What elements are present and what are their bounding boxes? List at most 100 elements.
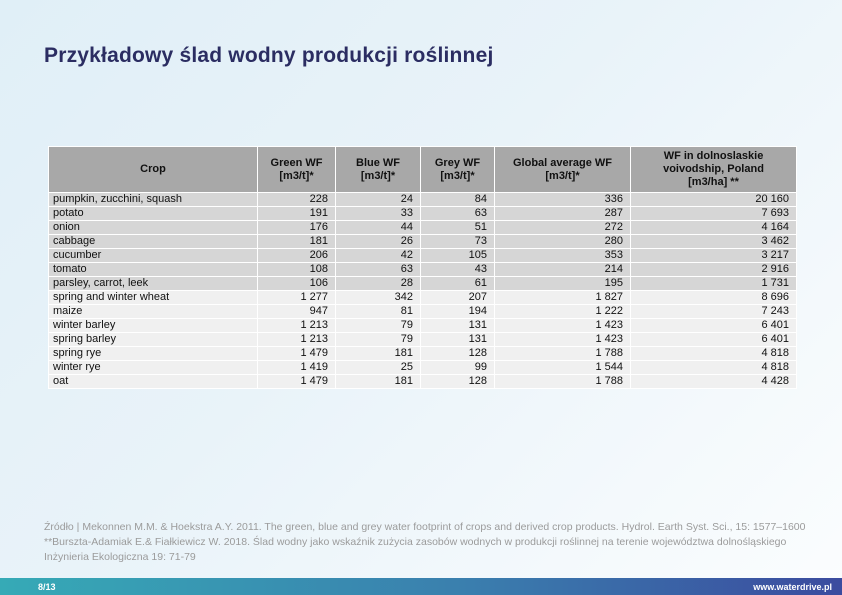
table-row: maize 947 81 194 1 222 7 243 xyxy=(48,304,797,319)
value-cell: 336 xyxy=(494,192,631,207)
value-cell: 43 xyxy=(420,262,495,277)
table-row: spring barley 1 213 79 131 1 423 6 401 xyxy=(48,332,797,347)
value-cell: 81 xyxy=(335,304,421,319)
crop-cell: winter rye xyxy=(48,360,258,375)
crop-cell: spring and winter wheat xyxy=(48,290,258,305)
value-cell: 191 xyxy=(257,206,336,221)
value-cell: 28 xyxy=(335,276,421,291)
value-cell: 44 xyxy=(335,220,421,235)
crop-cell: cucumber xyxy=(48,248,258,263)
value-cell: 25 xyxy=(335,360,421,375)
value-cell: 3 462 xyxy=(630,234,797,249)
value-cell: 1 222 xyxy=(494,304,631,319)
value-cell: 3 217 xyxy=(630,248,797,263)
value-cell: 131 xyxy=(420,318,495,333)
value-cell: 99 xyxy=(420,360,495,375)
table-row: parsley, carrot, leek 106 28 61 195 1 731 xyxy=(48,276,797,291)
value-cell: 1 213 xyxy=(257,332,336,347)
crop-cell: oat xyxy=(48,374,258,389)
crop-cell: maize xyxy=(48,304,258,319)
value-cell: 33 xyxy=(335,206,421,221)
value-cell: 4 164 xyxy=(630,220,797,235)
value-cell: 1 544 xyxy=(494,360,631,375)
table-header-row: Crop Green WF [m3/t]* Blue WF [m3/t]* Grey … xyxy=(48,146,797,193)
value-cell: 128 xyxy=(420,346,495,361)
value-cell: 63 xyxy=(420,206,495,221)
value-cell: 63 xyxy=(335,262,421,277)
column-header-blue-wf: Blue WF [m3/t]* xyxy=(335,146,421,193)
water-footprint-table: Crop Green WF [m3/t]* Blue WF [m3/t]* Grey … xyxy=(48,146,797,389)
source-note: Źródło | Mekonnen M.M. & Hoekstra A.Y. 2… xyxy=(44,521,806,563)
value-cell: 6 401 xyxy=(630,318,797,333)
value-cell: 194 xyxy=(420,304,495,319)
value-cell: 342 xyxy=(335,290,421,305)
value-cell: 4 818 xyxy=(630,360,797,375)
value-cell: 1 788 xyxy=(494,374,631,389)
value-cell: 228 xyxy=(257,192,336,207)
value-cell: 2 916 xyxy=(630,262,797,277)
value-cell: 61 xyxy=(420,276,495,291)
value-cell: 131 xyxy=(420,332,495,347)
value-cell: 1 213 xyxy=(257,318,336,333)
value-cell: 4 818 xyxy=(630,346,797,361)
table-row: winter rye 1 419 25 99 1 544 4 818 xyxy=(48,360,797,375)
table-row: tomato 108 63 43 214 2 916 xyxy=(48,262,797,277)
value-cell: 1 788 xyxy=(494,346,631,361)
column-header-global-average-wf: Global average WF [m3/t]* xyxy=(494,146,631,193)
table-row: pumpkin, zucchini, squash 228 24 84 336 20 16… xyxy=(48,192,797,207)
crop-cell: cabbage xyxy=(48,234,258,249)
page-title: Przykładowy ślad wodny produkcji roślinn… xyxy=(44,44,494,67)
crop-cell: tomato xyxy=(48,262,258,277)
value-cell: 353 xyxy=(494,248,631,263)
value-cell: 947 xyxy=(257,304,336,319)
value-cell: 181 xyxy=(335,374,421,389)
crop-cell: spring rye xyxy=(48,346,258,361)
value-cell: 26 xyxy=(335,234,421,249)
value-cell: 24 xyxy=(335,192,421,207)
value-cell: 280 xyxy=(494,234,631,249)
value-cell: 287 xyxy=(494,206,631,221)
value-cell: 181 xyxy=(335,346,421,361)
value-cell: 207 xyxy=(420,290,495,305)
table-row: spring and winter wheat 1 277 342 207 1 827 8… xyxy=(48,290,797,305)
value-cell: 181 xyxy=(257,234,336,249)
page-number: 8/13 xyxy=(38,581,56,592)
value-cell: 106 xyxy=(257,276,336,291)
value-cell: 7 693 xyxy=(630,206,797,221)
column-header-green-wf: Green WF [m3/t]* xyxy=(257,146,336,193)
column-header-wf-dolnoslaskie: WF in dolnoslaskie voivodship, Poland [m… xyxy=(630,146,797,193)
crop-cell: spring barley xyxy=(48,332,258,347)
value-cell: 79 xyxy=(335,332,421,347)
footer-bar: 8/13 www.waterdrive.pl xyxy=(0,578,842,595)
crop-cell: parsley, carrot, leek xyxy=(48,276,258,291)
value-cell: 1 479 xyxy=(257,346,336,361)
value-cell: 108 xyxy=(257,262,336,277)
value-cell: 206 xyxy=(257,248,336,263)
value-cell: 1 423 xyxy=(494,332,631,347)
value-cell: 214 xyxy=(494,262,631,277)
value-cell: 195 xyxy=(494,276,631,291)
value-cell: 105 xyxy=(420,248,495,263)
table-row: onion 176 44 51 272 4 164 xyxy=(48,220,797,235)
value-cell: 1 479 xyxy=(257,374,336,389)
table-row: oat 1 479 181 128 1 788 4 428 xyxy=(48,374,797,389)
value-cell: 4 428 xyxy=(630,374,797,389)
value-cell: 84 xyxy=(420,192,495,207)
column-header-crop: Crop xyxy=(48,146,258,193)
crop-cell: potato xyxy=(48,206,258,221)
column-header-grey-wf: Grey WF [m3/t]* xyxy=(420,146,495,193)
crop-cell: pumpkin, zucchini, squash xyxy=(48,192,258,207)
value-cell: 73 xyxy=(420,234,495,249)
table-row: potato 191 33 63 287 7 693 xyxy=(48,206,797,221)
website-link[interactable]: www.waterdrive.pl xyxy=(753,581,832,592)
value-cell: 1 731 xyxy=(630,276,797,291)
value-cell: 176 xyxy=(257,220,336,235)
value-cell: 1 827 xyxy=(494,290,631,305)
table-row: spring rye 1 479 181 128 1 788 4 818 xyxy=(48,346,797,361)
value-cell: 6 401 xyxy=(630,332,797,347)
table-row: cucumber 206 42 105 353 3 217 xyxy=(48,248,797,263)
value-cell: 20 160 xyxy=(630,192,797,207)
value-cell: 42 xyxy=(335,248,421,263)
table-row: winter barley 1 213 79 131 1 423 6 401 xyxy=(48,318,797,333)
